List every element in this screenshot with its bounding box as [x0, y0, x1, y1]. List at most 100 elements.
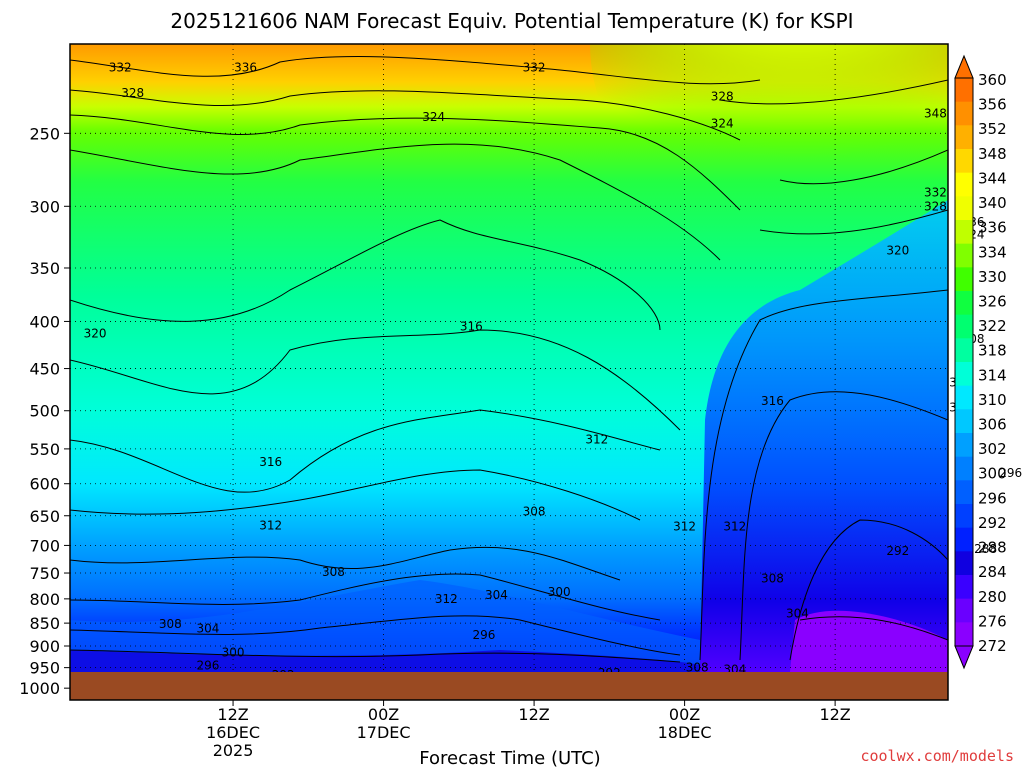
contour-label: 320	[84, 326, 107, 340]
contour-label: 288	[974, 542, 997, 556]
colorbar: 360 356 352 348 344 340 336 334 330 326 322 318 314 3…	[954, 54, 1007, 670]
contour-label: 332	[523, 60, 546, 74]
colorbar-label: 348	[978, 145, 1007, 163]
y-tick-label: 500	[29, 402, 60, 421]
contour-label: 308	[322, 565, 345, 579]
contour-label: 304	[197, 622, 220, 636]
contour-label: 300	[222, 646, 245, 660]
colorbar-segment	[955, 338, 973, 363]
colorbar-label: 330	[978, 268, 1007, 286]
colorbar-label: 352	[978, 120, 1007, 138]
contour-label: 308	[523, 504, 546, 518]
contour-label: 324	[711, 117, 734, 131]
colorbar-segment	[955, 291, 973, 316]
colorbar-segment	[955, 504, 973, 529]
colorbar-segment	[955, 598, 973, 623]
y-tick-label: 750	[29, 564, 60, 583]
colorbar-segment	[955, 220, 973, 245]
contour-label: 316	[259, 455, 282, 469]
colorbar-label: 288	[978, 539, 1007, 557]
x-axis-label: Forecast Time (UTC)	[419, 748, 600, 768]
colorbar-label: 272	[978, 637, 1007, 655]
colorbar-segment	[955, 622, 973, 647]
contour-label: 348	[924, 107, 947, 121]
colorbar-label: 306	[978, 416, 1007, 434]
colorbar-segment	[955, 149, 973, 174]
contour-label: 316	[761, 394, 784, 408]
colorbar-label: 336	[978, 219, 1007, 237]
colorbar-segment	[955, 78, 973, 103]
contour-label: 308	[159, 617, 182, 631]
colorbar-label: 276	[978, 612, 1007, 630]
colorbar-segment	[955, 196, 973, 221]
y-tick-label: 350	[29, 259, 60, 278]
credit-text: coolwx.com/models	[860, 747, 1014, 765]
colorbar-frame	[954, 77, 974, 647]
heatmap-field	[70, 44, 948, 672]
contour-label: 336	[234, 60, 257, 74]
y-tick-label: 800	[29, 590, 60, 609]
colorbar-label: 300	[978, 465, 1007, 483]
y-tick-label: 650	[29, 507, 60, 526]
y-tick-label: 300	[29, 197, 60, 216]
contour-lines	[70, 56, 948, 663]
contour-label: 312	[435, 592, 458, 606]
contour-label: 332	[109, 60, 132, 74]
colorbar-label: 310	[978, 391, 1007, 409]
y-tick-label: 700	[29, 536, 60, 555]
contour-label: 304	[786, 607, 809, 621]
contour-label: 320	[886, 243, 909, 257]
y-tick-label: 950	[29, 659, 60, 678]
ground-surface	[70, 672, 948, 700]
colorbar-segment	[955, 314, 973, 339]
contour-label: 324	[422, 110, 445, 124]
y-tick-label: 400	[29, 312, 60, 331]
colorbar-segment	[955, 362, 973, 387]
contour-label: 328	[711, 89, 734, 103]
contour-label: 300	[548, 585, 571, 599]
colorbar-segment	[955, 243, 973, 268]
colorbar-segment	[955, 480, 973, 505]
contour-label: 312	[259, 518, 282, 532]
colorbar-label: 318	[978, 342, 1007, 360]
colorbar-segment	[955, 409, 973, 434]
contour-label: 296	[999, 466, 1022, 480]
contour-label: 316	[460, 319, 483, 333]
colorbar-segment	[955, 456, 973, 481]
contour-label: 312	[585, 432, 608, 446]
y-tick-label: 1000	[19, 679, 60, 698]
colorbar-label: 292	[978, 514, 1007, 532]
colorbar-segment	[955, 551, 973, 576]
plot-frame	[69, 43, 949, 701]
contour-label: 328	[121, 86, 144, 100]
y-tick-label: 900	[29, 637, 60, 656]
colorbar-label: 296	[978, 489, 1007, 507]
x-tick-label: 16DEC	[206, 723, 260, 742]
colorbar-segment	[955, 385, 973, 410]
colorbar-label: 334	[978, 243, 1007, 261]
x-tick-label: 00Z	[368, 705, 399, 724]
contour-label: 296	[472, 628, 495, 642]
colorbar-label: 280	[978, 588, 1007, 606]
contour-label: 312	[723, 520, 746, 534]
y-axis: 250 300 350 400 450 500 550 600 650 700 750 800 850 9…	[19, 124, 70, 698]
colorbar-segment	[955, 575, 973, 600]
contour-label: 292	[886, 544, 909, 558]
colorbar-segment	[955, 125, 973, 150]
contour-label: 328	[924, 199, 947, 213]
x-tick-label: 12Z	[819, 705, 850, 724]
contour-label: 296	[197, 659, 220, 673]
x-tick-label: 18DEC	[658, 723, 712, 742]
x-tick-label: 17DEC	[357, 723, 411, 742]
contour-label: 304	[485, 588, 508, 602]
y-tick-label: 600	[29, 475, 60, 494]
colorbar-label: 302	[978, 440, 1007, 458]
colorbar-max-arrow	[954, 54, 974, 79]
colorbar-label: 322	[978, 317, 1007, 335]
colorbar-label: 344	[978, 169, 1007, 187]
colorbar-segment	[955, 527, 973, 552]
chart-title: 2025121606 NAM Forecast Equiv. Potential…	[170, 9, 853, 33]
colorbar-segment	[955, 433, 973, 458]
contour-label: 312	[673, 520, 696, 534]
y-tick-label: 450	[29, 360, 60, 379]
